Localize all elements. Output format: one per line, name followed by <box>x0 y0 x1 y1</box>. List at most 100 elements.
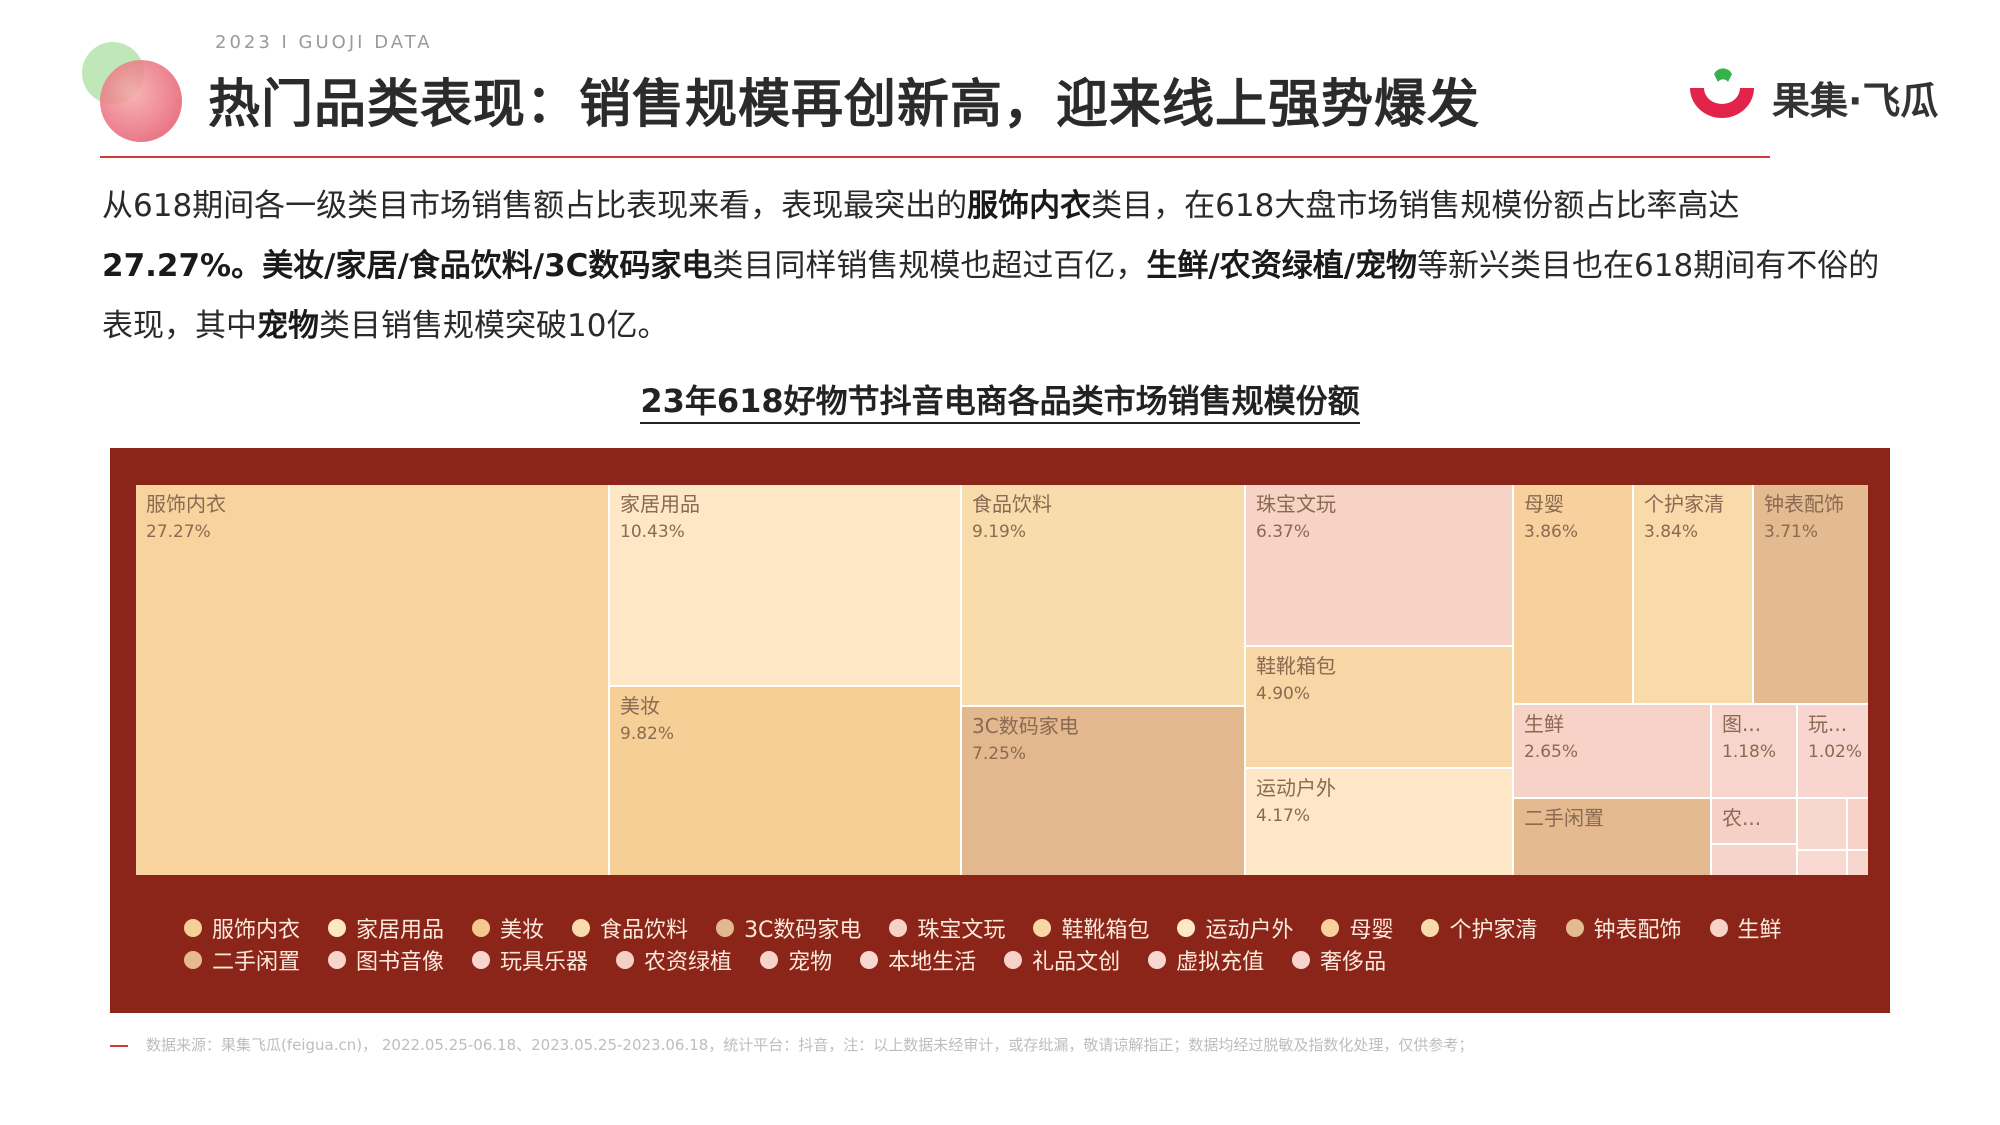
treemap-cell-rect <box>962 485 1244 705</box>
treemap-cell-19[interactable] <box>1848 799 1868 849</box>
legend-label: 玩具乐器 <box>500 950 589 975</box>
legend-dot-icon <box>328 951 347 969</box>
legend-item[interactable]: 服饰内衣 <box>184 912 300 944</box>
legend-item[interactable]: 奢侈品 <box>1292 944 1386 976</box>
treemap-cell-9[interactable]: 母婴 3.86% <box>1514 485 1632 703</box>
legend-dot-icon <box>1709 919 1728 937</box>
treemap-cell-5[interactable]: 3C数码家电 7.25% <box>962 707 1244 875</box>
legend-item[interactable]: 二手闲置 <box>184 944 300 976</box>
chart-title: 23年618好物节抖音电商各品类市场销售规模份额 <box>0 376 2000 424</box>
legend-item[interactable]: 礼品文创 <box>1004 944 1120 976</box>
treemap-cell-6[interactable]: 珠宝文玩 6.37% <box>1246 485 1512 645</box>
legend-item[interactable]: 3C数码家电 <box>716 912 861 944</box>
legend-dot-icon <box>1148 951 1167 969</box>
treemap-cell-value: 7.25% <box>972 744 1026 764</box>
treemap-cell-21[interactable] <box>1848 851 1868 875</box>
treemap-cell-rect <box>1798 851 1846 875</box>
legend-dot-icon <box>1177 919 1196 937</box>
treemap-cell-11[interactable]: 钟表配饰 3.71% <box>1754 485 1868 703</box>
legend-label: 母婴 <box>1349 918 1394 943</box>
treemap-cell-label: 个护家清 <box>1644 492 1724 516</box>
page-title: 热门品类表现：销售规模再创新高，迎来线上强势爆发 <box>208 75 1481 135</box>
treemap-cell-value: 1.18% <box>1722 742 1776 762</box>
treemap-cell-3[interactable]: 美妆 9.82% <box>610 687 960 875</box>
legend-dot-icon <box>1565 919 1584 937</box>
treemap-cell-13[interactable]: 二手闲置 <box>1514 799 1710 875</box>
legend-item[interactable]: 宠物 <box>760 944 832 976</box>
legend-item[interactable]: 鞋靴箱包 <box>1033 912 1149 944</box>
legend-dot-icon <box>616 951 635 969</box>
treemap-cell-18[interactable] <box>1798 799 1846 849</box>
treemap-cell-rect <box>1712 705 1796 797</box>
legend-item[interactable]: 虚拟充值 <box>1148 944 1264 976</box>
treemap-cell-17[interactable] <box>1712 845 1796 875</box>
treemap-cell-1[interactable]: 服饰内衣 27.27% <box>136 485 608 875</box>
legend-dot-icon <box>889 919 908 937</box>
treemap-cell-rect <box>1712 799 1796 843</box>
legend-label: 3C数码家电 <box>744 918 862 943</box>
legend-item[interactable]: 生鲜 <box>1709 912 1782 944</box>
legend-item[interactable]: 美妆 <box>472 912 544 944</box>
legend-item[interactable]: 珠宝文玩 <box>889 912 1005 944</box>
treemap-cell-2[interactable]: 家居用品 10.43% <box>610 485 960 685</box>
legend-label: 鞋靴箱包 <box>1061 918 1150 943</box>
treemap-cell-rect <box>1514 705 1710 797</box>
treemap-cell-rect <box>1848 851 1868 875</box>
legend-label: 个护家清 <box>1449 918 1538 943</box>
treemap-cell-20[interactable] <box>1798 851 1846 875</box>
treemap-cell-12[interactable]: 生鲜 2.65% <box>1514 705 1710 797</box>
legend-item[interactable]: 个护家清 <box>1421 912 1538 944</box>
source-dash <box>110 1044 128 1047</box>
legend-label: 服饰内衣 <box>212 918 301 943</box>
treemap-cell-rect <box>1246 647 1512 767</box>
treemap-cell-value: 9.19% <box>972 522 1026 542</box>
treemap-cell-label: 运动户外 <box>1256 776 1336 800</box>
legend-label: 宠物 <box>788 950 833 975</box>
legend-label: 钟表配饰 <box>1593 918 1682 943</box>
legend-row-2: 二手闲置 图书音像 玩具乐器 农资绿植 宠物 本地生活 礼品文创 虚拟充值 奢侈品 <box>184 944 1884 976</box>
treemap-cell-label: 玩... <box>1808 712 1847 736</box>
legend-item[interactable]: 农资绿植 <box>616 944 732 976</box>
legend-item[interactable]: 母婴 <box>1321 912 1393 944</box>
intro-text-2: 类目，在618大盘市场销售规模份额占比率高达 <box>1091 188 1740 224</box>
legend-item[interactable]: 本地生活 <box>860 944 976 976</box>
treemap-cell-value: 2.65% <box>1524 742 1578 762</box>
treemap-cell-14[interactable]: 图... 1.18% <box>1712 705 1796 797</box>
treemap-cell-value: 6.37% <box>1256 522 1310 542</box>
treemap-cell-value: 27.27% <box>146 522 211 542</box>
legend-row-1: 服饰内衣 家居用品 美妆 食品饮料 3C数码家电 珠宝文玩 鞋靴箱包 运动户外 母婴 个护家清 钟表… <box>184 912 1884 944</box>
treemap-cell-rect <box>1246 769 1512 875</box>
treemap-cell-label: 3C数码家电 <box>972 714 1079 738</box>
treemap-cell-15[interactable]: 玩... 1.02% <box>1798 705 1868 797</box>
source-text: 数据来源：果集飞瓜(feigua.cn)， 2022.05.25-06.18、2… <box>146 1036 1474 1054</box>
intro-bold-4: 宠物 <box>257 308 319 344</box>
chart-legend: 服饰内衣 家居用品 美妆 食品饮料 3C数码家电 珠宝文玩 鞋靴箱包 运动户外 母婴 个护家清 钟表… <box>184 912 1884 976</box>
legend-item[interactable]: 家居用品 <box>328 912 444 944</box>
legend-item[interactable]: 图书音像 <box>328 944 444 976</box>
legend-label: 美妆 <box>500 918 545 943</box>
legend-item[interactable]: 运动户外 <box>1177 912 1293 944</box>
legend-item[interactable]: 食品饮料 <box>572 912 688 944</box>
treemap-cell-value: 10.43% <box>620 522 685 542</box>
treemap-cell-value: 3.84% <box>1644 522 1698 542</box>
treemap-cell-4[interactable]: 食品饮料 9.19% <box>962 485 1244 705</box>
intro-bold-3: 生鲜/农资绿植/宠物 <box>1146 248 1418 284</box>
treemap-cell-rect <box>1798 705 1868 797</box>
treemap-cell-7[interactable]: 鞋靴箱包 4.90% <box>1246 647 1512 767</box>
legend-item[interactable]: 玩具乐器 <box>472 944 588 976</box>
legend-dot-icon <box>860 951 879 969</box>
legend-label: 家居用品 <box>356 918 445 943</box>
treemap-cell-8[interactable]: 运动户外 4.17% <box>1246 769 1512 875</box>
legend-label: 运动户外 <box>1205 918 1294 943</box>
treemap-cell-10[interactable]: 个护家清 3.84% <box>1634 485 1752 703</box>
legend-label: 本地生活 <box>888 950 977 975</box>
legend-dot-icon <box>184 951 202 969</box>
intro-text-5: 类目销售规模突破10亿。 <box>319 308 669 344</box>
treemap-cell-rect <box>1848 799 1868 849</box>
legend-label: 珠宝文玩 <box>917 918 1006 943</box>
header-subtitle: 2023 I GUOJI DATA <box>215 32 433 53</box>
intro-bold-2: 27.27%。美妆/家居/食品饮料/3C数码家电 <box>102 248 713 284</box>
legend-label: 奢侈品 <box>1320 950 1387 975</box>
legend-item[interactable]: 钟表配饰 <box>1565 912 1682 944</box>
treemap-cell-16[interactable]: 农... <box>1712 799 1796 843</box>
